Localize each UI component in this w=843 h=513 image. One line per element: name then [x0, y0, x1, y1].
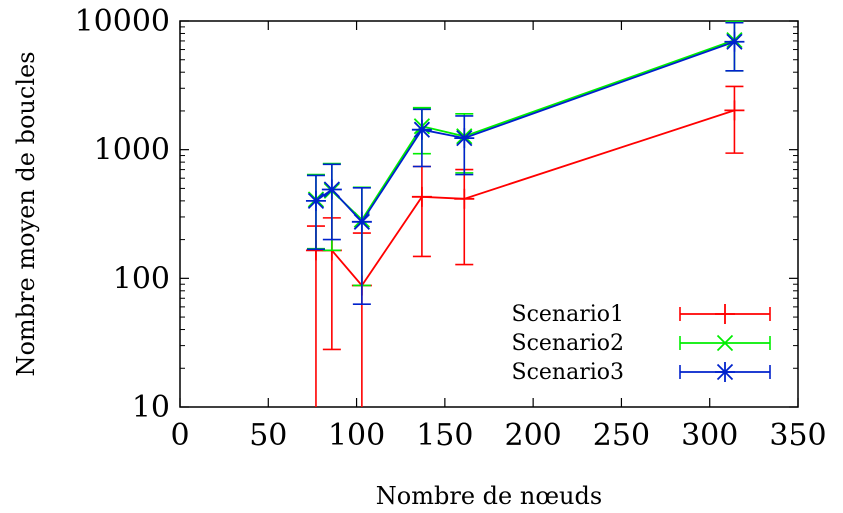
data-point-star — [454, 128, 475, 149]
x-tick-label: 100 — [328, 418, 385, 453]
data-point-plus — [715, 304, 735, 324]
legend-label: Scenario3 — [512, 360, 625, 385]
data-point-star — [305, 190, 326, 211]
legend-label: Scenario2 — [512, 331, 625, 356]
legend: Scenario1 Scenario2 Scenario3 — [512, 302, 771, 385]
legend-item: Scenario2 — [512, 331, 771, 356]
plot-border — [179, 20, 799, 408]
x-tick-label: 200 — [505, 418, 562, 453]
x-axis: 0 50 100 150 200 250 300 350 — [170, 21, 827, 453]
y-tick-label: 100 — [113, 261, 170, 296]
x-tick-label: 300 — [681, 418, 738, 453]
data-point-plus — [724, 100, 745, 121]
x-tick-label: 250 — [593, 418, 650, 453]
x-axis-title: Nombre de nœuds — [376, 482, 602, 510]
y-tick-label: 1000 — [94, 133, 170, 168]
data-point-cross — [716, 334, 734, 352]
y-axis-title: Nombre moyen de boucles — [12, 51, 40, 376]
x-tick-label: 350 — [769, 418, 826, 453]
legend-item: Scenario1 — [512, 302, 771, 327]
legend-label: Scenario1 — [512, 302, 625, 327]
y-tick-label: 10000 — [75, 4, 170, 39]
series-Scenario3 — [305, 21, 745, 305]
x-tick-label: 50 — [249, 418, 287, 453]
x-tick-label: 0 — [170, 418, 189, 453]
plot-frame — [179, 20, 799, 408]
data-point-star — [351, 211, 372, 232]
data-point-star — [321, 179, 342, 200]
data-point-plus — [411, 186, 432, 207]
series-line — [315, 109, 735, 287]
y-axis: 10 100 1000 10000 — [75, 4, 798, 425]
series-line — [315, 39, 735, 222]
data-point-star — [411, 119, 432, 140]
series-Scenario1 — [305, 85, 745, 407]
data-point-star — [724, 31, 745, 52]
series-layer — [305, 20, 745, 407]
y-tick-label: 10 — [132, 390, 170, 425]
x-tick-label: 150 — [416, 418, 473, 453]
data-point-plus — [454, 188, 475, 209]
data-point-star — [715, 362, 735, 382]
legend-item: Scenario3 — [512, 360, 771, 385]
